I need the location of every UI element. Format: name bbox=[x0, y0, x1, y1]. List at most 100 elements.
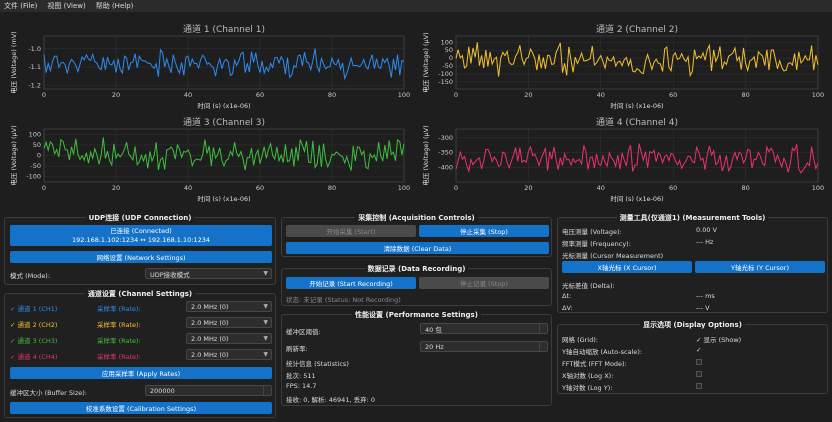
spinner-icon[interactable] bbox=[263, 386, 270, 395]
check-icon: ✓ bbox=[10, 353, 18, 361]
stop-recording-button[interactable]: 停止记录 (Stop) bbox=[419, 277, 549, 289]
dt-value: --- ms bbox=[696, 292, 715, 300]
plot-channel-2[interactable]: 通道 2 (Channel 2) 100 50 0 -50 -100 -150 0 20 40 60… bbox=[418, 22, 826, 112]
buffer-threshold-label: 缓冲区阈值: bbox=[286, 328, 321, 336]
chevron-down-icon: ▼ bbox=[263, 335, 268, 342]
statistics-title: 统计信息 (Statistics) bbox=[286, 360, 349, 368]
menu-help[interactable]: 帮助 (Help) bbox=[95, 2, 134, 10]
batch-count: 批次: 511 bbox=[286, 372, 316, 380]
x-tick-label: 60 bbox=[256, 91, 264, 99]
rate-value: 2.0 MHz (0) bbox=[191, 334, 229, 343]
network-settings-button[interactable]: 网络设置 (Network Settings) bbox=[10, 251, 272, 263]
performance-panel: 性能设置 (Performance Settings) 缓冲区阈值: 40 包 … bbox=[281, 311, 552, 406]
rate-value: 2.0 MHz (0) bbox=[191, 350, 229, 359]
x-cursor-button[interactable]: X轴光标 (X Cursor) bbox=[562, 261, 692, 273]
x-tick-label: 40 bbox=[184, 184, 192, 192]
start-acquisition-button[interactable]: 开始采集 (Start) bbox=[286, 225, 416, 237]
plot-channel-4[interactable]: 通道 4 (Channel 4) -300 -350 -400 0 20 40 60 80 100… bbox=[418, 115, 826, 205]
x-tick-label: 40 bbox=[184, 91, 192, 99]
plot-frame bbox=[43, 35, 405, 90]
mode-select[interactable]: UDP接收模式 ▼ bbox=[145, 268, 272, 279]
buffer-size-input[interactable]: 200000 bbox=[145, 385, 272, 396]
plot-title: 通道 3 (Channel 3) bbox=[183, 116, 265, 128]
x-tick-label: 100 bbox=[398, 91, 410, 99]
spinner-icon[interactable] bbox=[539, 342, 546, 351]
refresh-rate-input[interactable]: 20 Hz bbox=[420, 341, 548, 352]
autoscale-checkbox[interactable]: ✓ bbox=[696, 346, 701, 354]
channel-name: 通道 4 (CH4) bbox=[17, 353, 58, 361]
buffer-threshold-input[interactable]: 40 包 bbox=[420, 323, 548, 334]
y-tick-label: -350 bbox=[438, 149, 453, 157]
recording-status: 状态: 未记录 (Status: Not Recording) bbox=[286, 296, 401, 304]
channel-1-toggle[interactable]: ✓ 通道 1 (CH1) bbox=[10, 303, 57, 313]
channel-3-rate-select[interactable]: 2.0 MHz (0) ▼ bbox=[186, 333, 272, 344]
refresh-rate-value: 20 Hz bbox=[425, 342, 444, 351]
calibration-settings-button[interactable]: 校准系数设置 (Calibration Settings) bbox=[10, 402, 272, 414]
connection-status-button[interactable]: 已连接 (Connected) 192.168.1.102:1234 ↔ 192… bbox=[10, 225, 272, 246]
log-x-label: X轴对数 (Log X): bbox=[562, 372, 614, 380]
plot-frame bbox=[455, 128, 819, 183]
log-y-checkbox[interactable] bbox=[696, 383, 702, 389]
channel-1-rate-select[interactable]: 2.0 MHz (0) ▼ bbox=[186, 301, 272, 312]
y-tick-label: -50 bbox=[442, 62, 453, 70]
y-tick-label: -1.0 bbox=[28, 45, 41, 53]
fft-mode-label: FFT模式 (FFT Mode): bbox=[562, 360, 627, 368]
x-tick-label: 60 bbox=[669, 91, 677, 99]
y-tick-label: 0 bbox=[449, 54, 453, 62]
y-tick-label: -300 bbox=[438, 134, 453, 142]
receive-stats: 接收: 0, 解析: 46941, 丢弃: 0 bbox=[286, 396, 375, 404]
check-icon: ✓ bbox=[696, 336, 704, 344]
channel-2-toggle[interactable]: ✓ 通道 2 (CH2) bbox=[10, 319, 57, 329]
plot-frame bbox=[455, 35, 819, 90]
x-axis-label: 时间 (s) (x1e-06) bbox=[610, 101, 663, 110]
x-tick-label: 20 bbox=[112, 91, 120, 99]
buffer-size-value: 200000 bbox=[150, 386, 175, 395]
channel-4-toggle[interactable]: ✓ 通道 4 (CH4) bbox=[10, 351, 57, 361]
channel-name: 通道 1 (CH1) bbox=[17, 305, 58, 313]
connection-status: 已连接 (Connected) bbox=[110, 226, 172, 235]
grid-checkbox[interactable]: ✓ 显示 (Show) bbox=[696, 334, 741, 344]
fps-value: FPS: 14.7 bbox=[286, 382, 317, 390]
x-tick-label: 40 bbox=[597, 91, 605, 99]
channel-4-rate-select[interactable]: 2.0 MHz (0) ▼ bbox=[186, 349, 272, 360]
clear-data-button[interactable]: 清除数据 (Clear Data) bbox=[286, 242, 549, 254]
y-axis-label: 电压 (Voltage) (μV) bbox=[421, 125, 430, 185]
chevron-down-icon: ▼ bbox=[263, 351, 268, 358]
x-tick-label: 0 bbox=[42, 91, 46, 99]
apply-rates-button[interactable]: 应用采样率 (Apply Rates) bbox=[10, 367, 272, 379]
channel-3-toggle[interactable]: ✓ 通道 3 (CH3) bbox=[10, 335, 57, 345]
menu-file[interactable]: 文件 (File) bbox=[4, 2, 38, 10]
signal-trace bbox=[43, 48, 405, 81]
y-tick-label: 50 bbox=[33, 141, 41, 149]
y-axis-label: 电压 (Voltage) (μV) bbox=[9, 125, 18, 185]
start-recording-button[interactable]: 开始记录 (Start Recording) bbox=[286, 277, 416, 289]
chevron-down-icon: ▼ bbox=[263, 303, 268, 310]
fft-mode-checkbox[interactable] bbox=[696, 359, 702, 365]
spinner-icon[interactable] bbox=[539, 324, 546, 333]
plot-channel-1[interactable]: 通道 1 (Channel 1) -1.0 -1.1 -1.2 0 20 40 60 80 100… bbox=[6, 22, 412, 112]
display-options-panel: 显示选项 (Display Options) 网格 (Grid): ✓ 显示 (… bbox=[557, 321, 828, 394]
log-y-label: Y轴对数 (Log Y): bbox=[562, 384, 613, 392]
signal-trace bbox=[455, 42, 819, 78]
performance-panel-title: 性能设置 (Performance Settings) bbox=[352, 311, 481, 319]
x-tick-label: 0 bbox=[454, 91, 458, 99]
x-tick-label: 20 bbox=[524, 91, 532, 99]
stop-acquisition-button[interactable]: 停止采集 (Stop) bbox=[419, 225, 549, 237]
signal-trace bbox=[43, 137, 405, 171]
y-axis-label: 电压 (Voltage) (mV) bbox=[9, 31, 18, 93]
y-tick-label: 100 bbox=[29, 130, 41, 138]
plot-channel-3[interactable]: 通道 3 (Channel 3) 100 50 0 -50 -100 0 20 40 60 80 10… bbox=[6, 115, 412, 205]
grid-value: 显示 (Show) bbox=[703, 336, 742, 344]
y-tick-label: -1.1 bbox=[28, 63, 41, 71]
y-tick-label: -150 bbox=[438, 78, 453, 86]
y-cursor-button[interactable]: Y轴光标 (Y Cursor) bbox=[695, 261, 825, 273]
x-tick-label: 40 bbox=[597, 184, 605, 192]
measurement-panel-title: 测量工具(仅通道1) (Measurement Tools) bbox=[616, 214, 769, 222]
menu-view[interactable]: 视图 (View) bbox=[47, 2, 86, 10]
channel-2-rate-select[interactable]: 2.0 MHz (0) ▼ bbox=[186, 317, 272, 328]
x-tick-label: 80 bbox=[328, 184, 336, 192]
plot-frame bbox=[43, 128, 405, 183]
log-x-checkbox[interactable] bbox=[696, 371, 702, 377]
x-tick-label: 60 bbox=[669, 184, 677, 192]
y-tick-label: -400 bbox=[438, 163, 453, 171]
